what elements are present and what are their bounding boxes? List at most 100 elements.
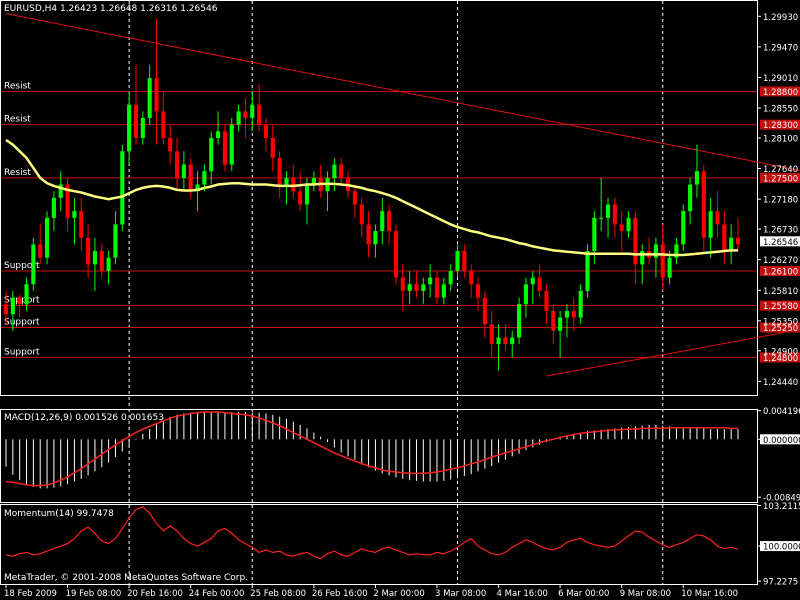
candle-body <box>257 104 262 125</box>
level-price-tag <box>760 352 800 363</box>
level-price-tag <box>760 322 800 333</box>
candle-body <box>174 151 180 178</box>
candle-body <box>619 224 624 232</box>
candle-body <box>496 337 501 345</box>
level-price-tag <box>760 300 800 311</box>
candle-body <box>380 211 385 232</box>
price-tick-label: 1.28100 <box>763 134 798 144</box>
candle-body <box>44 217 50 258</box>
time-tick-label: 20 Feb 16:00 <box>127 589 183 599</box>
candle-body <box>640 251 645 265</box>
time-tick-label: 6 Mar 00:00 <box>558 589 609 599</box>
candle-body <box>10 297 15 315</box>
candle-body <box>250 104 255 119</box>
level-price-tag <box>760 119 800 130</box>
candle-body <box>229 124 234 165</box>
candle-body <box>599 217 604 219</box>
candle-body <box>127 104 132 152</box>
candle-body <box>517 304 522 338</box>
momentum-panel-frame <box>0 504 758 585</box>
resist-level-label: Resist <box>4 81 31 91</box>
candle-body <box>99 251 104 271</box>
momentum-indicator <box>5 506 739 560</box>
candle-body <box>38 244 43 258</box>
candle-body <box>653 244 658 258</box>
trend-line <box>546 329 800 377</box>
candle-body <box>414 284 419 291</box>
candle-body <box>393 231 398 278</box>
candle-body <box>475 284 481 298</box>
resist-level-label: Resist <box>4 115 31 125</box>
macd-panel-frame <box>0 409 758 503</box>
candle-body <box>633 217 638 265</box>
candle-body <box>202 171 207 185</box>
price-tick-label: 1.26270 <box>763 256 798 266</box>
moving-average <box>5 138 738 257</box>
candle-body <box>168 137 173 152</box>
candle-body <box>537 277 542 291</box>
candle-body <box>195 184 200 192</box>
candle-body <box>592 217 597 252</box>
candle-body <box>339 164 344 178</box>
candle-body <box>65 184 70 218</box>
candle-body <box>715 211 720 225</box>
candle-body <box>366 224 371 245</box>
resist-level-label: Resist <box>4 168 31 178</box>
candle-body <box>133 104 139 138</box>
candle-body <box>605 204 611 218</box>
level-price-tag <box>760 86 800 97</box>
level-price-label: 1.28800 <box>763 88 798 98</box>
price-tick-label: 1.27180 <box>763 196 798 206</box>
candle-body <box>79 211 84 238</box>
candle-body <box>304 184 310 205</box>
current-price-label: 1.26546 <box>763 238 798 248</box>
candle-body <box>387 211 392 232</box>
candle-body <box>352 191 357 205</box>
candle-body <box>407 284 412 291</box>
level-price-tag <box>760 265 800 276</box>
candle-body <box>311 177 316 185</box>
candle-body <box>674 244 679 258</box>
watermark: MetaTrader, © 2001-2008 MetaQuotes Softw… <box>4 573 248 583</box>
macd-signal-line <box>5 411 738 487</box>
candle-body <box>729 237 734 252</box>
candle-body <box>462 251 467 271</box>
candle-body <box>86 237 91 265</box>
candle-body <box>154 78 159 112</box>
candles-group <box>3 18 741 371</box>
level-price-label: 1.24800 <box>763 354 798 364</box>
candle-body <box>140 118 145 138</box>
candle-body <box>277 157 282 185</box>
price-tick-label: 1.29010 <box>763 74 798 84</box>
candle-body <box>236 111 241 125</box>
current-price-tag <box>760 236 800 247</box>
candle-body <box>161 111 166 138</box>
momentum-tick-label: 97.2275 <box>763 578 798 588</box>
candle-body <box>92 251 97 265</box>
main-panel-frame <box>0 0 758 396</box>
candle-body <box>428 277 433 285</box>
momentum-line <box>5 506 739 560</box>
time-axis: 18 Feb 2009 19 Feb 08:00 20 Feb 16:00 24 Fe… <box>4 584 738 599</box>
price-tick-label: 1.29470 <box>763 43 798 53</box>
candle-body <box>298 191 303 205</box>
level-price-label: 1.27500 <box>763 174 798 184</box>
candle-body <box>147 78 152 119</box>
candle-body <box>551 310 556 331</box>
macd-indicator <box>5 411 739 489</box>
candle-body <box>31 244 36 285</box>
candle-body <box>188 164 193 192</box>
candle-body <box>209 137 214 172</box>
level-lines: Resist Resist Resist Support Support Support S… <box>1 81 757 358</box>
price-tick-label: 1.24440 <box>763 378 798 388</box>
time-tick-label: 2 Mar 00:00 <box>373 589 424 599</box>
trend-lines <box>5 13 800 377</box>
candle-body <box>181 164 186 178</box>
ma-line <box>5 138 738 257</box>
candle-body <box>421 284 426 291</box>
candle-body <box>544 290 549 311</box>
time-tick-label: 26 Feb 16:00 <box>312 589 368 599</box>
price-tick-label: 1.25810 <box>763 287 798 297</box>
price-tick-label: 1.27640 <box>763 165 798 175</box>
